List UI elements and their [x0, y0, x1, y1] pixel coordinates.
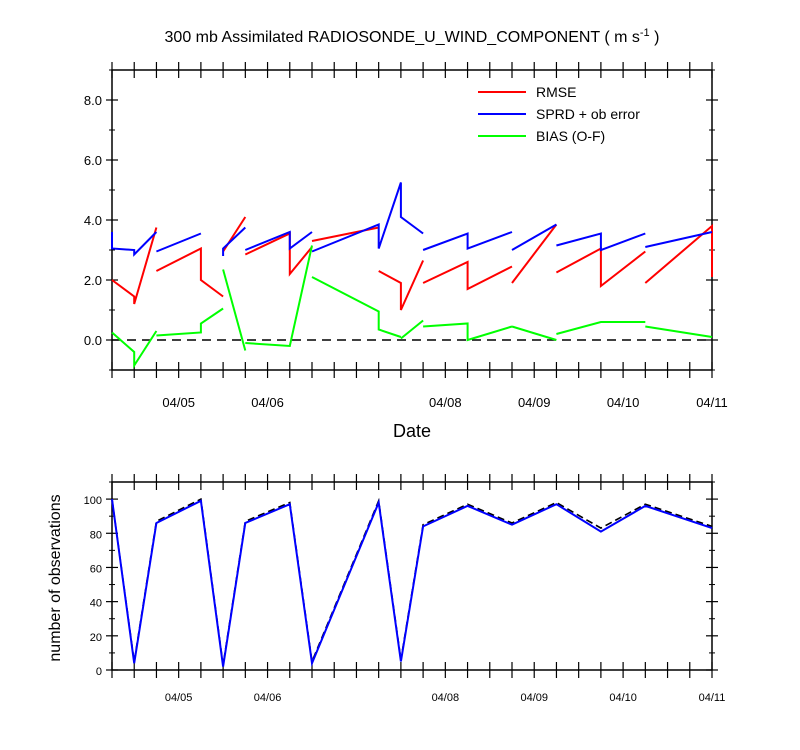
series-line [422, 260, 513, 291]
series-line [245, 245, 313, 348]
top-xtick-label: 04/11 [696, 395, 728, 410]
series-line [644, 223, 713, 284]
series-line [511, 325, 557, 341]
series-line [111, 231, 158, 257]
series-line [311, 182, 424, 253]
series-line [645, 325, 713, 338]
series-line [556, 232, 646, 252]
bottom-xtick-label: 04/09 [520, 692, 548, 704]
bottom-plot: 0 20 40 60 80 100 04/05 04/06 04/08 04/09 04/10 04/… [84, 474, 726, 704]
bottom-ytick-label: 40 [90, 598, 102, 610]
top-plot: 0.0 2.0 4.0 6.0 8.0 04/05 04/06 04/08 04/09 04/10… [84, 62, 728, 410]
bottom-ytick-label: 20 [90, 632, 102, 644]
series-line [244, 230, 313, 251]
top-xtick-label: 04/08 [429, 395, 462, 410]
series-line [111, 227, 158, 305]
series-line [645, 231, 713, 248]
top-xtick-label: 04/10 [607, 395, 640, 410]
series-line [511, 223, 558, 284]
series-line [555, 246, 646, 289]
bottom-xtick-label: 04/11 [699, 692, 726, 704]
series-line [156, 232, 202, 253]
top-ytick-label: 8.0 [84, 93, 102, 108]
top-series-bias-o-f [111, 245, 713, 369]
y-axis-label-observations: number of observations [47, 494, 64, 661]
top-series-sprd-ob-error [111, 182, 713, 257]
bottom-ytick-label: 60 [90, 563, 102, 575]
series-line [511, 223, 557, 251]
series-line [111, 497, 713, 666]
top-ytick-label: 0.0 [84, 333, 102, 348]
legend-label: SPRD + ob error [536, 106, 640, 122]
chart-title: 300 mb Assimilated RADIOSONDE_U_WIND_COM… [165, 27, 660, 46]
series-line [378, 260, 425, 311]
top-ytick-label: 2.0 [84, 273, 102, 288]
series-line [156, 307, 224, 337]
series-line [222, 226, 246, 256]
chart-title-exponent: -1 [640, 27, 650, 39]
bottom-ytick-label: 100 [84, 495, 102, 507]
chart-title-suffix: ) [650, 29, 660, 46]
bottom-series-observations [111, 498, 713, 667]
series-line [422, 231, 513, 251]
series-line [311, 276, 402, 338]
bottom-series-observations-dashed [111, 497, 713, 666]
series-line [111, 330, 158, 369]
bottom-frame [111, 481, 713, 671]
top-series-rmse [111, 216, 713, 311]
bottom-xtick-label: 04/06 [254, 692, 282, 704]
series-line [400, 319, 424, 340]
series-line [222, 269, 247, 351]
top-ytick-label: 4.0 [84, 213, 102, 228]
series-line [423, 322, 513, 342]
bottom-xtick-label: 04/05 [165, 692, 193, 704]
top-xtick-label: 04/05 [162, 395, 195, 410]
x-axis-label: Date [393, 421, 431, 441]
bottom-xtick-label: 04/08 [432, 692, 460, 704]
series-line [111, 498, 713, 667]
legend-label: RMSE [536, 84, 576, 100]
top-xtick-label: 04/06 [251, 395, 284, 410]
bottom-ytick-label: 80 [90, 529, 102, 541]
series-line [556, 321, 646, 335]
legend: RMSE SPRD + ob error BIAS (O-F) [478, 84, 640, 144]
bottom-xtick-label: 04/10 [609, 692, 637, 704]
top-xtick-label: 04/09 [518, 395, 551, 410]
bottom-ytick-label: 0 [96, 666, 102, 678]
series-line [244, 231, 313, 277]
series-line [155, 246, 224, 298]
legend-label: BIAS (O-F) [536, 128, 605, 144]
chart-title-main: 300 mb Assimilated RADIOSONDE_U_WIND_COM… [165, 29, 640, 46]
top-ytick-label: 6.0 [84, 153, 102, 168]
